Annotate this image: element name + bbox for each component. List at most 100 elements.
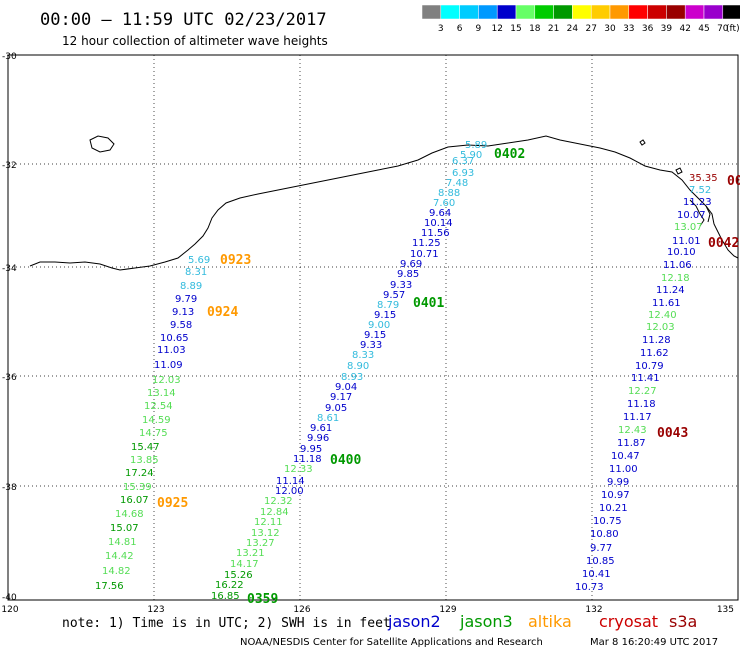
legend-swatch xyxy=(647,4,667,20)
footer-timestamp: Mar 8 16:20:49 UTC 2017 xyxy=(590,637,718,648)
track2-reading: 6.93 xyxy=(452,168,474,179)
legend-label: 12 xyxy=(491,24,502,34)
track1-reading: 9.13 xyxy=(172,307,194,318)
track2-reading: 12.00 xyxy=(275,486,304,497)
lat-label: -38 xyxy=(2,483,17,493)
track2-reading: 13.12 xyxy=(251,528,280,539)
track-time-label: 0042 xyxy=(708,236,739,251)
legend-label: 21 xyxy=(548,24,559,34)
track2-reading: 8.90 xyxy=(347,361,369,372)
track-time-label: 00 xyxy=(727,174,740,189)
legend-swatch xyxy=(421,4,442,20)
track1-reading: 9.79 xyxy=(175,294,197,305)
legend-label: 27 xyxy=(585,24,596,34)
track2-reading: 12.32 xyxy=(264,496,293,507)
track1-reading: 16.07 xyxy=(120,495,149,506)
track3-reading: 35.35 xyxy=(689,173,718,184)
legend-label: 9 xyxy=(476,24,482,34)
legend-label: 70 xyxy=(717,24,729,34)
lat-lon-grid xyxy=(8,55,738,600)
track3-reading: 12.43 xyxy=(618,425,647,436)
track1-reading: 15.47 xyxy=(131,442,160,453)
satellite-label: jason3 xyxy=(459,612,513,631)
track2-reading: 9.33 xyxy=(360,340,382,351)
track3-reading: 11.41 xyxy=(631,373,660,384)
legend-label: 18 xyxy=(529,24,541,34)
track3-reading: 12.27 xyxy=(628,386,657,397)
track3-reading: 11.24 xyxy=(656,285,685,296)
track2-reading: 16.22 xyxy=(215,580,244,591)
track1-reading: 17.56 xyxy=(95,581,124,592)
track2-reading: 9.64 xyxy=(429,208,451,219)
legend-swatch xyxy=(534,4,554,20)
track3-reading: 10.85 xyxy=(586,556,615,567)
track1-reading: 13.85 xyxy=(130,455,159,466)
track3-reading: 13.07 xyxy=(674,222,703,233)
track3-reading: 12.40 xyxy=(648,310,677,321)
map-frame xyxy=(7,54,739,601)
footer-note: note: 1) Time is in UTC; 2) SWH is in fe… xyxy=(62,616,391,631)
track-time-label: 0359 xyxy=(247,592,278,607)
small-islet xyxy=(639,139,646,146)
track2-reading: 5.89 xyxy=(465,140,487,151)
coastline xyxy=(29,135,739,271)
st-vincent-gulf xyxy=(705,205,711,223)
legend-label: 30 xyxy=(604,24,616,34)
track1-reading: 8.31 xyxy=(185,267,207,278)
track3-reading: 11.17 xyxy=(623,412,652,423)
track2-reading: 9.61 xyxy=(310,423,332,434)
track1-reading: 10.65 xyxy=(160,333,189,344)
lat-label: -36 xyxy=(2,373,17,383)
lon-label: 126 xyxy=(293,605,310,615)
kangaroo-island xyxy=(89,135,115,153)
track2-reading: 8.88 xyxy=(438,188,460,199)
lat-label: -34 xyxy=(2,264,17,274)
track1-reading: 14.42 xyxy=(105,551,134,562)
track3-reading: 9.77 xyxy=(590,543,612,554)
lon-label: 132 xyxy=(585,605,602,615)
track2-reading: 7.48 xyxy=(446,178,468,189)
legend-label: 36 xyxy=(642,24,654,34)
track2-reading: 13.21 xyxy=(236,548,265,559)
track3-reading: 10.80 xyxy=(590,529,619,540)
track2-reading: 8.79 xyxy=(377,300,399,311)
legend-swatch xyxy=(478,4,498,20)
lat-label: -40 xyxy=(2,593,17,603)
track2-reading: 9.15 xyxy=(374,310,396,321)
track3-reading: 11.62 xyxy=(640,348,669,359)
legend-unit: (ft) xyxy=(726,24,740,34)
track2-reading: 9.33 xyxy=(390,280,412,291)
track3-reading: 11.00 xyxy=(609,464,638,475)
lon-label: 123 xyxy=(147,605,164,615)
legend-label: 3 xyxy=(438,24,444,34)
legend-label: 33 xyxy=(623,24,634,34)
track2-reading: 10.71 xyxy=(410,249,439,260)
track-time-label: 0400 xyxy=(330,453,361,468)
track2-reading: 9.69 xyxy=(400,259,422,270)
footer-credit: NOAA/NESDIS Center for Satellite Applica… xyxy=(240,637,543,648)
track2-reading: 9.04 xyxy=(335,382,357,393)
track1-reading: 14.68 xyxy=(115,509,144,520)
track2-reading: 13.27 xyxy=(246,538,275,549)
track2-reading: 15.26 xyxy=(224,570,253,581)
legend-label: 24 xyxy=(567,24,579,34)
track-time-label: 0925 xyxy=(157,496,188,511)
track3-reading: 11.61 xyxy=(652,298,681,309)
track1-reading: 13.14 xyxy=(147,388,176,399)
track1-reading: 11.09 xyxy=(154,360,183,371)
legend-swatch xyxy=(515,4,536,20)
track1-reading: 11.03 xyxy=(157,345,186,356)
track-time-label: 0923 xyxy=(220,253,251,268)
track2-reading: 8.33 xyxy=(352,350,374,361)
track3-reading: 10.73 xyxy=(575,582,604,593)
legend-swatch xyxy=(609,4,630,20)
track3-reading: 11.28 xyxy=(642,335,671,346)
satellite-label: altika xyxy=(528,612,572,631)
track3-reading: 10.10 xyxy=(667,247,696,258)
track-time-label: 0401 xyxy=(413,296,444,311)
track2-reading: 6.37 xyxy=(452,156,474,167)
satellite-label: cryosat xyxy=(599,612,658,631)
track1-reading: 15.39 xyxy=(123,482,152,493)
legend-label: 15 xyxy=(510,24,521,34)
